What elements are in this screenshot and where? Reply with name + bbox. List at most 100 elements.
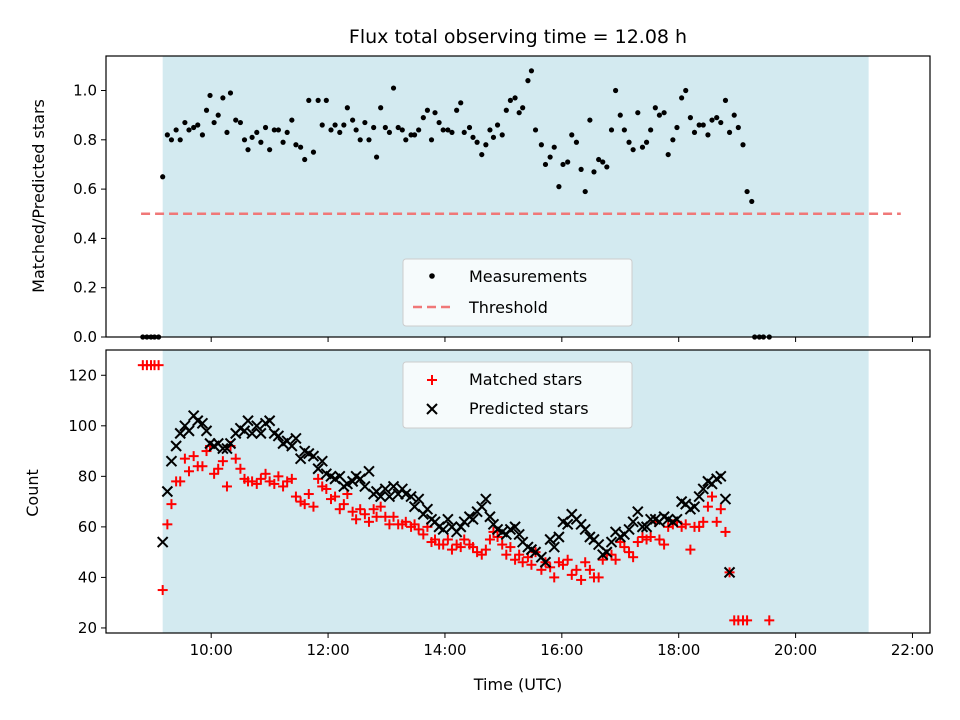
measurement-point [416,127,422,133]
measurement-point [573,139,580,145]
measurement-point [722,97,729,103]
measurement-point [203,107,210,113]
matched-star-point [217,456,228,467]
predicted-star-point [467,513,479,526]
measurement-point [454,107,460,113]
matched-star-point [183,466,194,477]
predicted-star-point [316,455,328,467]
predicted-star-point [605,536,618,548]
predicted-star-point [561,518,574,531]
measurement-point [587,117,593,123]
matched-star-point [334,504,345,515]
predicted-star-point [693,490,705,503]
matched-star-point [235,463,246,474]
matched-star-point [654,534,665,545]
matched-star-point [351,514,362,525]
predicted-star-point [312,463,324,475]
bot-ytick-label: 60 [78,518,97,536]
measurement-point [436,119,442,126]
measurement-point [547,154,553,160]
measurement-point [674,124,680,131]
matched-star-point [562,554,573,565]
legend-predicted-label: Predicted stars [469,399,589,418]
predicted-star-point [379,483,392,495]
matched-star-point [418,529,429,540]
predicted-star-point [374,490,387,503]
predicted-star-point [421,503,434,515]
matched-star-point [368,504,379,515]
bot-ytick-label: 20 [78,619,97,637]
legend-matched-marker [427,375,437,385]
predicted-star-point [242,415,254,427]
top-legend-box [402,258,633,327]
matched-star-point [363,516,374,527]
measurement-point [512,95,518,101]
predicted-star-point [174,427,186,440]
measurement-point [656,112,663,118]
predicted-star-point [272,430,285,442]
measurement-point [648,127,654,133]
measurement-point [371,124,377,131]
predicted-star-point [455,521,467,533]
bot-xtick-label: 14:00 [423,641,466,659]
measurement-point [700,122,706,128]
measurement-point [362,119,368,126]
matched-star-point [514,549,525,560]
predicted-star-point [156,536,169,548]
measurement-point [691,129,698,136]
measurement-point [466,124,473,131]
predicted-star-point [294,452,307,465]
measurement-point [350,117,356,123]
top-ytick-label: 0.2 [73,279,97,297]
matched-star-point [213,463,224,474]
top-axes-frame [105,55,931,338]
matched-star-point [286,473,297,484]
matched-star-point [175,476,186,487]
predicted-star-point [697,483,709,495]
measurement-point [424,107,431,113]
matched-star-point [584,564,595,575]
predicted-star-point [170,440,182,452]
predicted-star-point [632,506,644,518]
predicted-star-point [548,541,560,553]
measurement-point [604,164,610,170]
measurement-point [532,127,539,133]
predicted-star-point [484,511,496,523]
matched-star-point [624,547,635,558]
predicted-star-point [671,513,683,526]
measurement-point [621,127,627,133]
matched-star-point [480,544,491,555]
matched-star-point [442,534,453,545]
measurement-point [560,161,566,168]
matched-star-point [610,554,621,565]
predicted-star-point [539,556,552,568]
matched-star-point [308,501,319,512]
bottom-panel: 20 40 60 80 100 120 10:00 12:00 14:00 16:00 18:00… [23,349,934,694]
measurement-point [608,127,615,133]
matched-star-point [400,516,411,527]
measurement-point [267,147,273,153]
measurement-point [306,97,312,103]
predicted-star-point [183,425,195,437]
predicted-star-point [165,455,178,467]
measurement-point [516,110,522,116]
measurement-point [168,137,175,143]
top-ytick-label: 0.4 [73,229,97,247]
measurement-point [474,139,480,145]
matched-star-point [571,564,582,575]
measurement-point [445,127,451,133]
matched-star-point [260,468,271,479]
measurement-point [249,134,255,140]
measurement-point [569,132,575,138]
measurement-point [635,110,641,116]
measurement-point [233,117,239,123]
matched-star-point [157,585,168,596]
predicted-star-point [346,475,359,488]
predicted-star-point [644,513,657,526]
matched-star-point [209,468,220,479]
predicted-star-point [601,546,613,558]
matched-star-point [526,559,537,570]
measurement-point [315,97,321,103]
matched-star-point [488,526,499,537]
top-ytick-label: 0.6 [73,180,97,198]
